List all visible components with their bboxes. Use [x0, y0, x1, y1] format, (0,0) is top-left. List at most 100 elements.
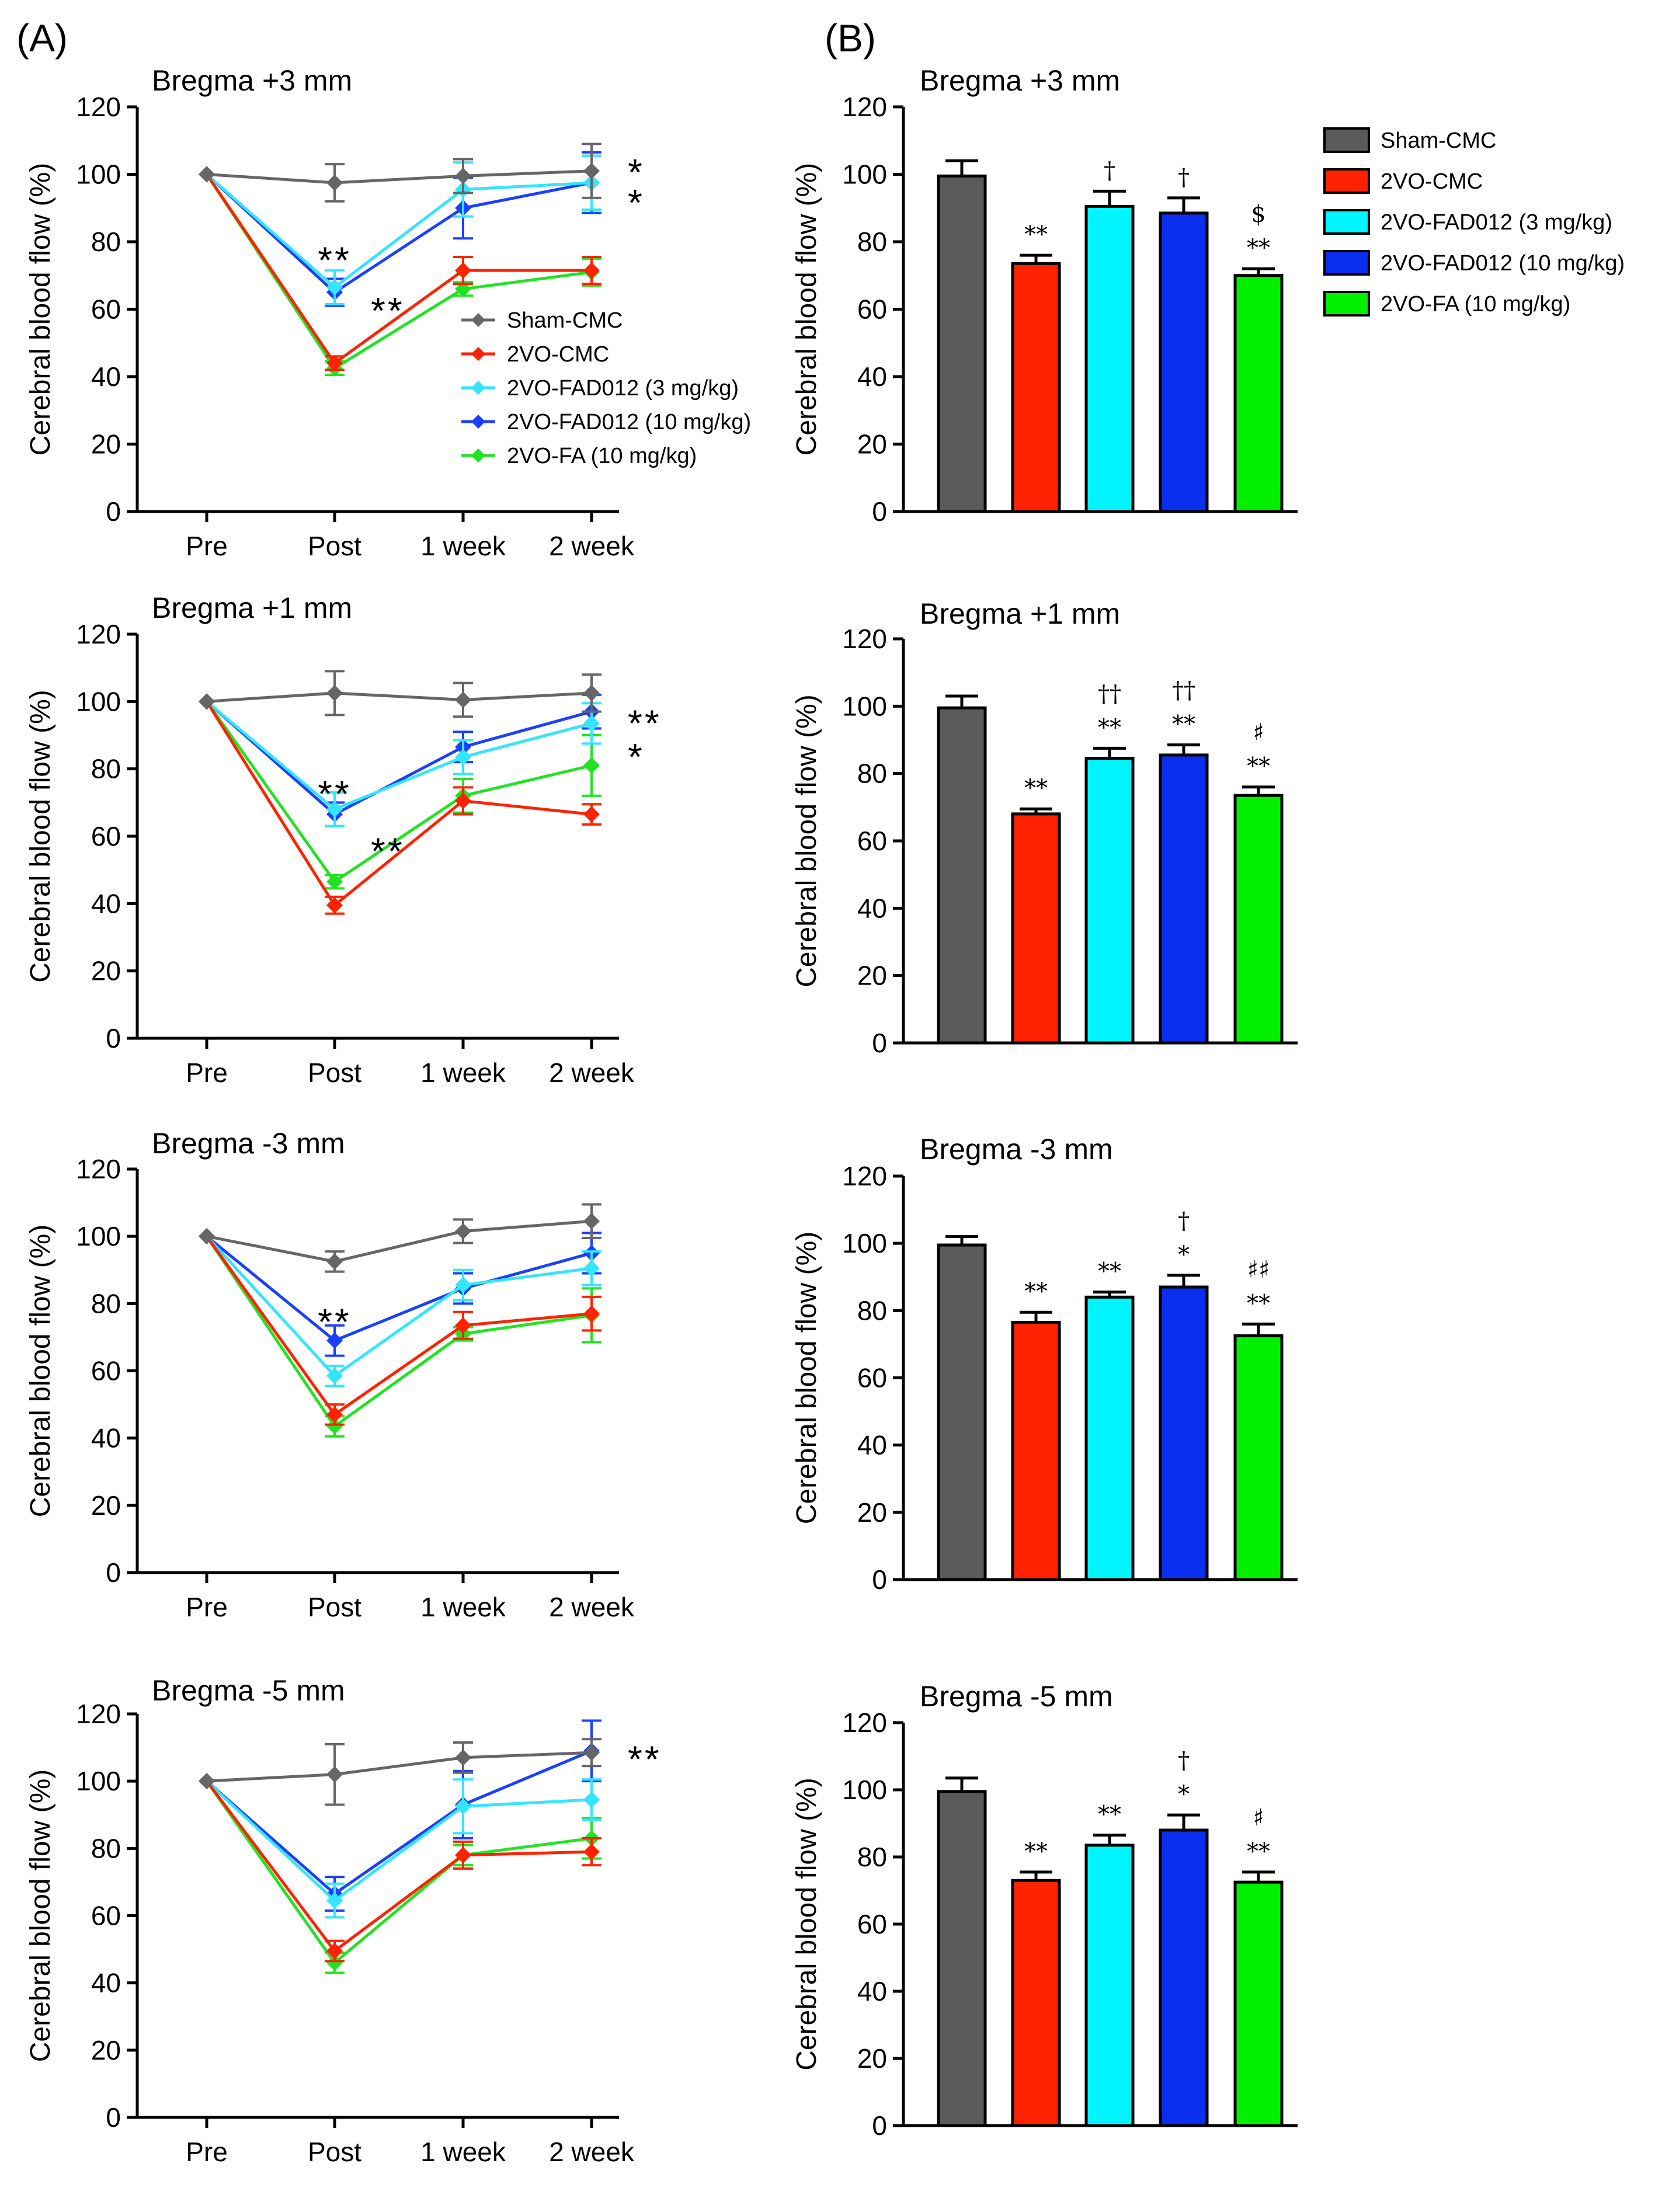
y-axis-label: Cerebral blood flow (%)	[25, 163, 56, 456]
data-point	[583, 757, 600, 774]
data-point	[199, 693, 215, 710]
series-line	[205, 173, 592, 366]
bar	[1011, 262, 1061, 513]
y-tick-label: 100	[76, 1221, 121, 1251]
chart-title: Bregma -3 mm	[152, 1127, 345, 1160]
y-tick-label: 60	[91, 1901, 121, 1931]
bar	[1084, 204, 1135, 513]
bar-group	[937, 1235, 987, 1581]
y-tick-label: 120	[842, 1707, 887, 1738]
x-tick-label: Post	[308, 531, 361, 561]
data-point	[455, 691, 471, 708]
series-line	[206, 1780, 592, 1903]
y-tick-label: 60	[91, 1356, 121, 1386]
bar	[1233, 1334, 1284, 1581]
chart-title: Bregma +3 mm	[152, 64, 352, 97]
y-tick-label: 120	[842, 1161, 887, 1191]
legend-swatch	[1323, 168, 1370, 194]
y-axis-label: Cerebral blood flow (%)	[791, 1778, 822, 2071]
significance-annotation: *	[628, 736, 645, 778]
x-tick-label: 1 week	[420, 1592, 506, 1622]
series-line	[206, 1219, 592, 1263]
bar-group: **	[1011, 1278, 1061, 1581]
data-point	[199, 166, 215, 183]
chart-title: Bregma -5 mm	[920, 1680, 1113, 1713]
bar	[1159, 1285, 1209, 1581]
legend-label: 2VO-FAD012 (10 mg/kg)	[1381, 251, 1625, 276]
y-tick-label: 20	[91, 429, 121, 460]
bar	[1084, 757, 1135, 1045]
significance-label: †	[1178, 1208, 1190, 1234]
data-point	[583, 715, 600, 732]
significance-label: **	[1247, 1838, 1270, 1865]
data-point	[326, 1942, 343, 1959]
x-tick-label: Pre	[186, 1058, 228, 1088]
y-tick-label: 0	[872, 496, 887, 527]
significance-label: †	[1178, 1747, 1190, 1774]
data-point	[455, 1317, 471, 1334]
data-point	[455, 168, 471, 185]
y-tick-label: 0	[106, 1557, 121, 1588]
y-tick-label: 100	[76, 159, 121, 190]
x-tick-label: 2 week	[549, 1058, 635, 1088]
bar-group: †	[1084, 157, 1135, 513]
data-point	[326, 1766, 343, 1783]
legend-marker	[471, 313, 485, 327]
y-tick-label: 20	[857, 429, 887, 460]
significance-label: **	[1247, 235, 1270, 262]
bar-group: *†	[1159, 1747, 1209, 2127]
chart-title: Bregma -5 mm	[152, 1674, 345, 1707]
significance-label: **	[1098, 714, 1121, 741]
bar	[1011, 812, 1061, 1045]
panel-label-a: (A)	[16, 16, 68, 60]
data-point	[199, 1773, 215, 1790]
y-axis-label: Cerebral blood flow (%)	[25, 1769, 56, 2063]
significance-annotation: **	[318, 1301, 352, 1343]
y-tick-label: 40	[857, 1976, 887, 2006]
y-tick-label: 20	[857, 1497, 887, 1528]
significance-label: ♯♯	[1247, 1256, 1270, 1283]
data-point	[326, 174, 343, 191]
bar-group: **	[1011, 1838, 1061, 2127]
legend-label: 2VO-CMC	[507, 342, 609, 367]
significance-label: †	[1104, 157, 1115, 184]
bar-group: ** ♯♯	[1233, 1256, 1284, 1581]
y-tick-label: 0	[872, 1564, 887, 1595]
bar	[1011, 1320, 1061, 1581]
series-line	[206, 700, 592, 811]
bar	[1159, 753, 1209, 1045]
y-tick-label: 60	[857, 1363, 887, 1393]
bar-chart-B3: Bregma -3 mm 0 20 40 60 80 100 120 Cerebral bloo…	[791, 1133, 1298, 1595]
significance-annotation: **	[371, 830, 405, 872]
y-tick-label: 0	[106, 1023, 121, 1053]
data-point	[199, 1228, 215, 1245]
legend-swatch	[1323, 127, 1370, 153]
series-line	[206, 169, 592, 185]
bar-group: †	[1159, 164, 1209, 513]
bar-group: **	[1011, 775, 1061, 1045]
series-2vo-fa-10-mg-kg-	[199, 1228, 601, 1438]
data-point	[583, 1744, 600, 1761]
data-point	[326, 1954, 343, 1971]
series-line	[205, 701, 592, 907]
data-point	[583, 1791, 600, 1808]
legend-label: 2VO-FAD012 (3 mg/kg)	[507, 376, 739, 401]
chart-title: Bregma +1 mm	[920, 597, 1120, 630]
y-tick-label: 40	[857, 1430, 887, 1460]
y-tick-label: 60	[857, 826, 887, 856]
legend-marker	[471, 347, 485, 361]
x-tick-label: Post	[308, 1592, 361, 1622]
data-point	[583, 1260, 600, 1277]
series-line	[206, 700, 592, 816]
y-axis-label: Cerebral blood flow (%)	[791, 163, 822, 456]
x-tick-label: Pre	[186, 531, 228, 561]
series-line	[206, 1235, 592, 1342]
y-tick-label: 20	[91, 1490, 121, 1521]
data-point	[326, 801, 343, 818]
line-chart-A1: Bregma +3 mm 0 20 40 60 80 100 120 Cerebral bloo…	[25, 64, 751, 561]
bar-group	[937, 1776, 987, 2127]
series-sham-cmc	[199, 142, 601, 203]
series-2vo-cmc	[199, 166, 601, 371]
legend-marker	[471, 415, 485, 429]
panel-label-b: (B)	[825, 16, 876, 60]
